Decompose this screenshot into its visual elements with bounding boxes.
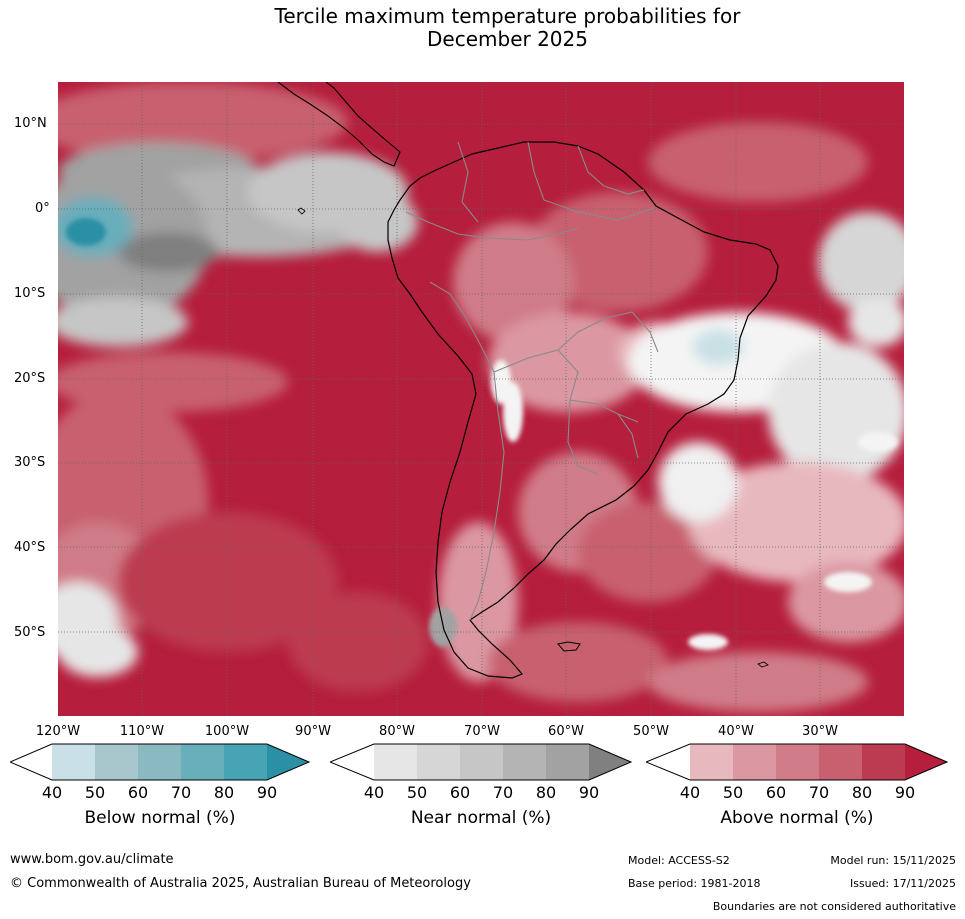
country-borders — [405, 141, 659, 621]
colorbar-near-seg-0 — [330, 744, 374, 780]
colorbar-below-seg-5 — [224, 744, 267, 780]
above-tick-70: 70 — [808, 783, 830, 802]
below-tick-70: 70 — [170, 783, 192, 802]
near-tick-60: 60 — [449, 783, 471, 802]
bom-website-link[interactable]: www.bom.gov.au/climate — [10, 852, 174, 867]
lon-label-100w: 100°W — [204, 724, 250, 739]
colorbar-below-seg-0 — [10, 744, 52, 780]
colorbar-below-seg-3 — [138, 744, 181, 780]
above-normal-title: Above normal (%) — [720, 808, 874, 828]
near-tick-70: 70 — [492, 783, 514, 802]
near-normal-title: Near normal (%) — [410, 808, 552, 828]
boundaries-disclaimer: Boundaries are not considered authoritat… — [712, 900, 956, 913]
lon-label-40w: 40°W — [718, 724, 754, 739]
above-tick-40: 40 — [679, 783, 701, 802]
lat-label-30s: 30°S — [14, 455, 46, 470]
lon-label-120w: 120°W — [35, 724, 81, 739]
below-tick-40: 40 — [41, 783, 63, 802]
issued-date: Issued: 17/11/2025 — [849, 877, 956, 890]
colorbar-below-seg-2 — [95, 744, 138, 780]
base-period: Base period: 1981-2018 — [628, 877, 761, 890]
colorbar-above-normal — [646, 743, 948, 781]
lat-label-10n: 10°N — [14, 116, 47, 131]
above-tick-60: 60 — [765, 783, 787, 802]
colorbar-below-seg-4 — [181, 744, 224, 780]
lon-label-80w: 80°W — [379, 724, 415, 739]
below-tick-50: 50 — [84, 783, 106, 802]
lon-label-60w: 60°W — [548, 724, 584, 739]
map-svg — [58, 82, 904, 716]
title-line-2: December 2025 — [427, 27, 588, 51]
colorbar-near-seg-5 — [546, 744, 589, 780]
above-tick-80: 80 — [851, 783, 873, 802]
title-line-1: Tercile maximum temperature probabilitie… — [274, 4, 741, 28]
above-tick-50: 50 — [722, 783, 744, 802]
colorbar-above-seg-4 — [819, 744, 862, 780]
central-america-coastline — [277, 82, 401, 167]
below-normal-title: Below normal (%) — [84, 808, 236, 828]
colorbar-above-seg-2 — [733, 744, 776, 780]
near-tick-80: 80 — [535, 783, 557, 802]
colorbar-above-seg-5 — [862, 744, 905, 780]
graticule — [58, 82, 904, 716]
colorbar-near-seg-2 — [417, 744, 460, 780]
copyright-text: © Commonwealth of Australia 2025, Austra… — [10, 876, 471, 891]
model-name: Model: ACCESS-S2 — [628, 854, 730, 867]
south-america-coastline — [387, 141, 779, 679]
colorbar-below-seg-1 — [52, 744, 95, 780]
lat-label-40s: 40°S — [14, 540, 46, 555]
below-tick-80: 80 — [213, 783, 235, 802]
lat-label-50s: 50°S — [14, 625, 46, 640]
colorbar-above-seg-0 — [646, 744, 690, 780]
colorbar-above-seg-3 — [776, 744, 819, 780]
colorbar-near-seg-1 — [374, 744, 417, 780]
lon-label-110w: 110°W — [119, 724, 165, 739]
colorbar-near-normal — [330, 743, 632, 781]
colorbar-below-normal — [10, 743, 310, 781]
forecast-map — [58, 82, 904, 716]
lon-label-50w: 50°W — [633, 724, 669, 739]
colorbar-near-seg-6 — [589, 744, 631, 780]
lat-label-0: 0° — [35, 201, 50, 216]
lon-label-90w: 90°W — [295, 724, 331, 739]
above-tick-90: 90 — [894, 783, 916, 802]
model-run-date: Model run: 15/11/2025 — [830, 854, 956, 867]
near-tick-50: 50 — [406, 783, 428, 802]
lat-label-10s: 10°S — [14, 286, 46, 301]
lon-label-70w: 70°W — [464, 724, 500, 739]
near-tick-90: 90 — [578, 783, 600, 802]
near-tick-40: 40 — [363, 783, 385, 802]
colorbar-above-seg-6 — [905, 744, 947, 780]
colorbar-above-seg-1 — [690, 744, 733, 780]
lat-label-20s: 20°S — [14, 371, 46, 386]
map-title: Tercile maximum temperature probabilitie… — [0, 5, 965, 51]
colorbar-near-seg-3 — [460, 744, 503, 780]
below-tick-60: 60 — [127, 783, 149, 802]
colorbar-near-seg-4 — [503, 744, 546, 780]
lon-label-30w: 30°W — [802, 724, 838, 739]
colorbar-below-seg-6 — [267, 744, 309, 780]
below-tick-90: 90 — [256, 783, 278, 802]
